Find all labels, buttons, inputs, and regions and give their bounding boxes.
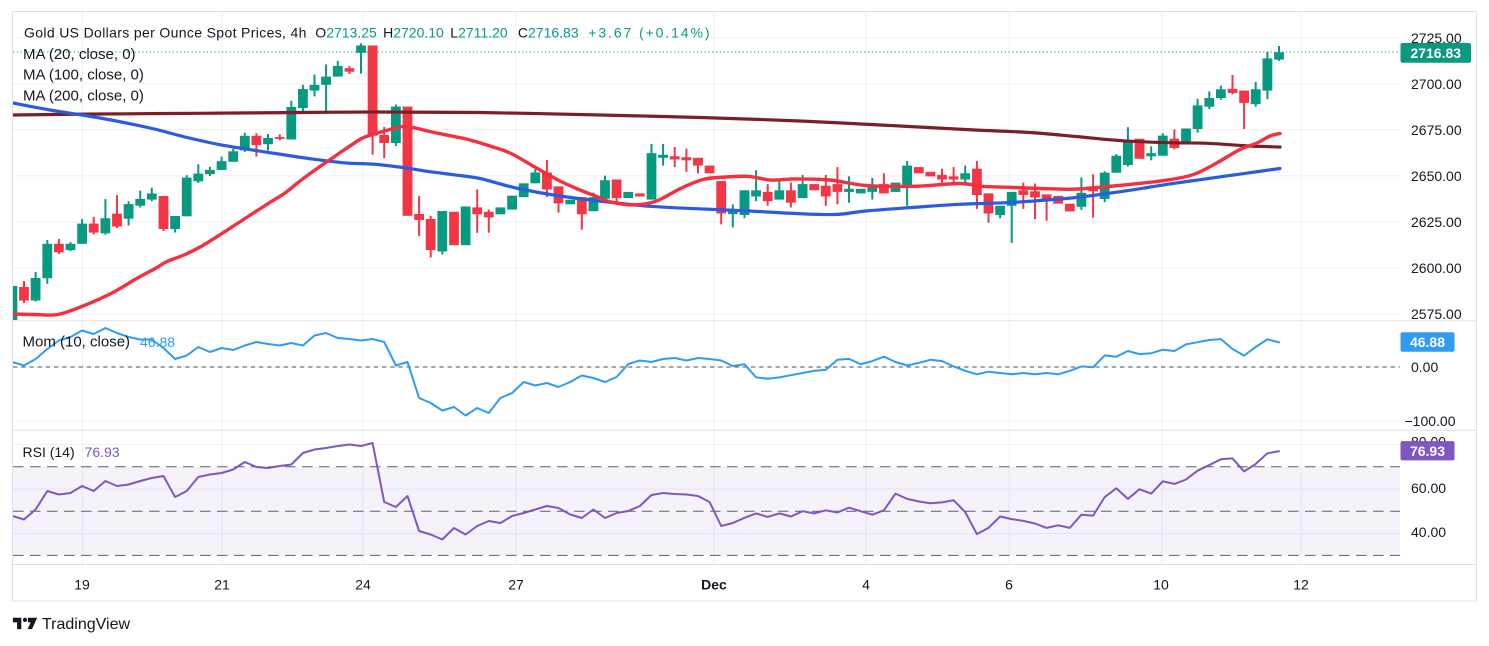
svg-text:Gold US Dollars per Ounce Spot: Gold US Dollars per Ounce Spot Prices, 4… (24, 25, 307, 41)
svg-text:76.93: 76.93 (1410, 443, 1445, 459)
svg-text:2725.00: 2725.00 (1411, 30, 1462, 46)
svg-text:H2720.10: H2720.10 (383, 25, 444, 41)
svg-text:L2711.20: L2711.20 (450, 25, 508, 41)
svg-text:46.88: 46.88 (1410, 334, 1445, 350)
svg-text:76.93: 76.93 (85, 444, 120, 460)
svg-text:4: 4 (862, 577, 870, 593)
svg-text:2716.83: 2716.83 (1410, 45, 1461, 61)
svg-text:12: 12 (1293, 577, 1309, 593)
svg-text:24: 24 (355, 577, 371, 593)
svg-text:6: 6 (1005, 577, 1013, 593)
svg-text:19: 19 (74, 577, 90, 593)
svg-text:TradingView: TradingView (42, 616, 130, 633)
svg-text:MA (200, close, 0): MA (200, close, 0) (23, 88, 144, 105)
svg-text:−100.00: −100.00 (1405, 413, 1456, 429)
svg-text:2625.00: 2625.00 (1411, 214, 1462, 230)
svg-text:2675.00: 2675.00 (1411, 122, 1462, 138)
svg-text:2575.00: 2575.00 (1411, 306, 1462, 322)
svg-text:2700.00: 2700.00 (1411, 76, 1462, 92)
svg-text:MA (100, close, 0): MA (100, close, 0) (23, 66, 144, 83)
svg-text:O2713.25: O2713.25 (315, 25, 377, 41)
svg-text:C2716.83: C2716.83 (518, 25, 579, 41)
svg-text:60.00: 60.00 (1411, 480, 1446, 496)
svg-text:Dec: Dec (701, 577, 727, 593)
svg-text:2600.00: 2600.00 (1411, 260, 1462, 276)
svg-text:RSI (14): RSI (14) (23, 444, 75, 460)
svg-text:10: 10 (1153, 577, 1169, 593)
svg-text:27: 27 (508, 577, 524, 593)
svg-text:MA (20, close, 0): MA (20, close, 0) (23, 46, 136, 63)
svg-text:+3.67 (+0.14%): +3.67 (+0.14%) (588, 25, 711, 41)
svg-text:21: 21 (214, 577, 230, 593)
svg-text:2650.00: 2650.00 (1411, 168, 1462, 184)
svg-text:0.00: 0.00 (1411, 359, 1438, 375)
svg-text:Mom (10, close): Mom (10, close) (23, 334, 131, 351)
svg-text:46.88: 46.88 (140, 334, 175, 350)
svg-text:40.00: 40.00 (1411, 524, 1446, 540)
